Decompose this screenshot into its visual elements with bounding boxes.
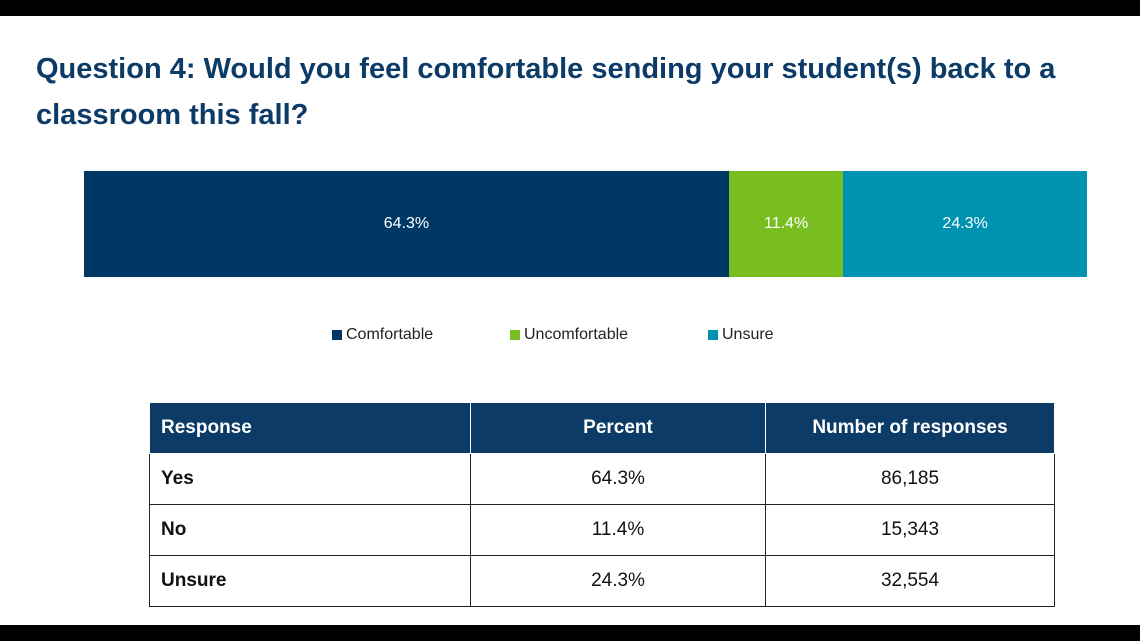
legend-swatch (332, 330, 342, 340)
cell-response: Yes (149, 453, 471, 505)
data-label: 64.3% (383, 215, 430, 232)
table-row: Unsure 24.3% 32,554 (149, 555, 1055, 607)
cell-response: No (149, 504, 471, 556)
page-title: Question 4: Would you feel comfortable s… (36, 53, 1056, 131)
slide: Question 4: Would you feel comfortable s… (0, 16, 1140, 625)
data-label: 11.4% (763, 215, 809, 232)
table-header-row: Response Percent Number of responses (149, 402, 1055, 454)
legend: Comfortable Uncomfortable Unsure (0, 326, 1140, 348)
cell-response: Unsure (149, 555, 471, 607)
legend-item-comfortable: Comfortable (332, 326, 433, 344)
table-row: No 11.4% 15,343 (149, 504, 1055, 556)
legend-label: Comfortable (346, 326, 434, 343)
data-label: 24.3% (942, 215, 988, 232)
cell-count: 15,343 (765, 504, 1055, 556)
legend-label: Unsure (722, 326, 774, 343)
cell-percent: 11.4% (470, 504, 766, 556)
cell-percent: 24.3% (470, 555, 766, 607)
legend-item-uncomfortable: Uncomfortable (510, 326, 628, 344)
header-percent: Percent (470, 402, 766, 454)
legend-swatch (510, 330, 520, 340)
cell-count: 32,554 (765, 555, 1055, 607)
cell-percent: 64.3% (470, 453, 766, 505)
bar-segment-unsure: 24.3% (843, 171, 1087, 277)
bar-segment-uncomfortable: 11.4% (728, 171, 844, 277)
stacked-bar: 64.3% 11.4% 24.3% (84, 171, 1087, 277)
header-number-of-responses: Number of responses (765, 402, 1055, 454)
responses-table: Response Percent Number of responses Yes… (149, 402, 1055, 607)
table-row: Yes 64.3% 86,185 (149, 453, 1055, 505)
legend-item-unsure: Unsure (708, 326, 774, 344)
legend-label: Uncomfortable (524, 326, 629, 343)
bar-segment-comfortable: 64.3% (84, 171, 729, 277)
header-response: Response (149, 402, 471, 454)
legend-swatch (708, 330, 718, 340)
cell-count: 86,185 (765, 453, 1055, 505)
